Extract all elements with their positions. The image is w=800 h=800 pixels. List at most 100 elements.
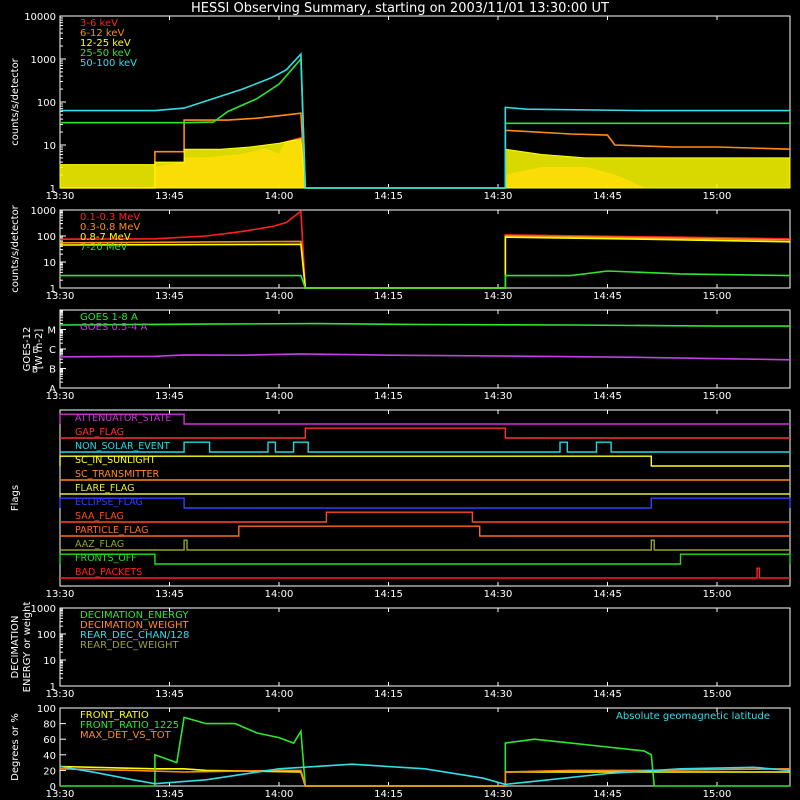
x-tick-label: 15:00 <box>703 689 732 700</box>
flag-label: NON_SOLAR_EVENT <box>75 441 170 452</box>
x-tick-label: 14:30 <box>484 391 513 402</box>
legend-entry: 12-25 keV <box>80 38 131 49</box>
legend-entry: FRONT_RATIO_1225 <box>80 720 179 731</box>
y-axis-label: DECIMATION <box>10 615 21 678</box>
x-tick-label: 14:30 <box>484 589 513 600</box>
panel-flags: 13:30 13:45 14:00 14:15 14:30 14:45 15:00 Flags… <box>10 409 791 600</box>
flag-label: FRONTS_OFF <box>75 553 137 564</box>
x-tick-label: 14:15 <box>374 291 403 302</box>
legend-entry: DECIMATION_ENERGY <box>80 610 189 621</box>
flag-line <box>60 567 790 579</box>
y-axis-label: Degrees or % <box>10 713 21 781</box>
flag-line <box>60 539 790 551</box>
x-tick-label: 14:15 <box>374 589 403 600</box>
x-tick-label: 13:30 <box>46 789 75 800</box>
series-line <box>59 353 791 361</box>
flag-line <box>60 511 790 523</box>
x-tick-label: 13:30 <box>46 589 75 600</box>
panel-decimation: 13:30 13:45 14:00 14:15 14:30 14:45 15:00 1 10 10… <box>10 602 791 700</box>
x-tick-label: 15:00 <box>703 391 732 402</box>
y-tick-label: 100 <box>37 98 56 109</box>
y-axis-label: counts/s/detector <box>10 57 21 145</box>
flag-line <box>59 553 791 565</box>
y-tick-label: 1 <box>50 184 56 195</box>
panel-goes: 13:30 13:45 14:00 14:15 14:30 14:45 15:00ABBCE… <box>22 309 791 402</box>
y-tick-label: 1000 <box>31 206 56 217</box>
flag-line <box>60 525 790 537</box>
legend-entry: 6-12 keV <box>80 28 124 39</box>
legend-entry: REAR_DEC_WEIGHT <box>80 640 179 651</box>
flag-label: ATTENUATOR_STATE <box>75 413 171 424</box>
x-tick-label: 14:45 <box>593 589 622 600</box>
y-tick-label: 1 <box>50 682 56 693</box>
legend-entry: MAX_DET_VS_TOT <box>80 730 172 741</box>
y-tick-label: 1 <box>50 284 56 295</box>
right-label: Absolute geomagnetic latitude <box>616 711 770 722</box>
series-line <box>59 209 791 289</box>
x-tick-label: 14:45 <box>593 191 622 202</box>
x-tick-label: 14:30 <box>484 689 513 700</box>
legend-entry: GOES 0.5-4 A <box>80 322 148 333</box>
x-tick-label: 14:00 <box>265 391 294 402</box>
flag-label: SC_IN_SUNLIGHT <box>75 455 156 466</box>
y-axis-label: GOES-12 <box>22 327 33 372</box>
x-tick-label: 14:45 <box>593 789 622 800</box>
series-line <box>60 52 790 189</box>
y-tick-label: 60 <box>43 735 56 746</box>
legend-entry: REAR_DEC_CHAN/128 <box>80 630 189 641</box>
y-tick-label: 80 <box>43 720 56 731</box>
x-tick-label: 14:15 <box>374 391 403 402</box>
legend-entry: 0.8-7 MeV <box>80 232 131 243</box>
x-tick-label: 14:15 <box>374 191 403 202</box>
y-tick-label-side: B <box>32 366 38 376</box>
x-tick-label: 15:00 <box>703 589 732 600</box>
flag-label: BAD_PACKETS <box>75 567 142 578</box>
flag-line <box>60 427 790 439</box>
y-tick-label: 10000 <box>24 12 56 23</box>
y-tick-label: 1000 <box>31 55 56 66</box>
x-tick-label: 15:00 <box>703 789 732 800</box>
legend-entry: 50-100 keV <box>80 58 137 69</box>
x-tick-label: 15:00 <box>703 191 732 202</box>
x-tick-label: 14:30 <box>484 291 513 302</box>
series-line <box>59 763 791 786</box>
x-tick-label: 14:00 <box>265 589 294 600</box>
y-axis-label: Flags <box>10 485 21 511</box>
x-tick-label: 13:30 <box>46 191 75 202</box>
x-tick-label: 14:15 <box>374 789 403 800</box>
y-tick-label-side: E <box>32 346 38 356</box>
x-tick-label: 14:45 <box>593 291 622 302</box>
y-axis-label-2: ENERGY or weight <box>22 602 33 693</box>
legend-entry: 7-20 MeV <box>80 242 128 253</box>
y-tick-label: 1000 <box>31 604 56 615</box>
panel-front: 13:30 13:45 14:00 14:15 14:30 14:45 15:00 1 10 10… <box>10 12 791 202</box>
figure-title: HESSI Observing Summary, starting on 200… <box>191 1 609 16</box>
legend-entry: 25-50 keV <box>80 48 131 59</box>
x-tick-label: 14:00 <box>265 789 294 800</box>
flag-label: GAP_FLAG <box>75 427 124 438</box>
x-tick-label: 13:45 <box>155 789 184 800</box>
x-tick-label: 13:45 <box>155 589 184 600</box>
x-tick-label: 15:00 <box>703 291 732 302</box>
x-tick-label: 13:45 <box>155 689 184 700</box>
legend-entry: 0.3-0.8 MeV <box>80 222 140 233</box>
flag-label: SAA_FLAG <box>75 511 124 522</box>
series-line <box>60 716 790 787</box>
x-tick-label: 13:45 <box>155 291 184 302</box>
series-line <box>59 236 791 289</box>
legend-entry: GOES 1-8 A <box>80 312 138 323</box>
x-tick-label: 13:45 <box>155 191 184 202</box>
panel-ratio: 13:30 13:45 14:00 14:15 14:30 14:45 15:00 0 20 40… <box>10 704 791 800</box>
series-area <box>59 138 791 189</box>
y-tick-label: 0 <box>50 782 56 793</box>
y-tick-label: C <box>49 345 56 356</box>
y-tick-label: 10 <box>43 258 56 269</box>
panels-group: 13:30 13:45 14:00 14:15 14:30 14:45 15:0011010… <box>10 12 791 800</box>
y-tick-label: B <box>49 365 56 376</box>
flag-line <box>59 497 791 509</box>
x-tick-label: 14:00 <box>265 191 294 202</box>
y-tick-label: 20 <box>43 766 56 777</box>
x-tick-label: 13:45 <box>155 391 184 402</box>
legend-entry: DECIMATION_WEIGHT <box>80 620 189 631</box>
